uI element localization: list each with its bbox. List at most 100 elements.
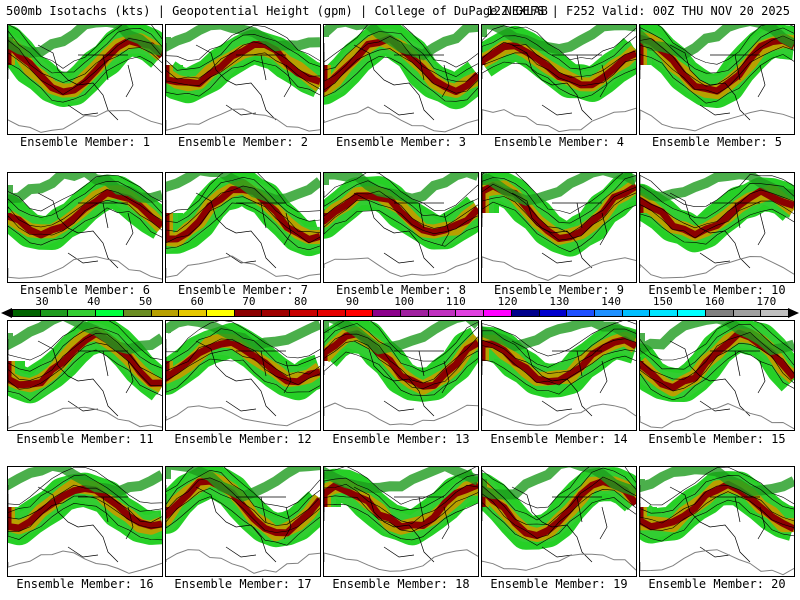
jet-stream-map	[324, 321, 478, 426]
ensemble-member-label: Ensemble Member: 13	[332, 432, 470, 446]
ensemble-map-panel	[7, 466, 163, 577]
isotach-band	[324, 330, 478, 390]
colorbar-tick-label: 30	[35, 295, 49, 308]
height-contour	[8, 189, 162, 228]
thickness-contour	[8, 256, 162, 280]
height-contour	[482, 338, 636, 374]
colorbar-swatch	[483, 309, 512, 317]
coastline-outline	[195, 44, 292, 121]
isotach-band	[166, 477, 320, 537]
ensemble-member-label: Ensemble Member: 4	[493, 135, 625, 149]
height-contour	[166, 467, 320, 508]
height-contour	[166, 173, 320, 217]
height-contour	[8, 27, 162, 74]
colorbar-tick-label: 100	[394, 295, 415, 308]
colorbar-swatch	[150, 309, 180, 317]
ensemble-map-panel	[481, 24, 637, 135]
ensemble-map-panel	[481, 320, 637, 431]
colorbar-tick-label: 60	[190, 295, 204, 308]
colorbar-swatch	[178, 309, 207, 317]
ensemble-map-panel	[7, 320, 163, 431]
height-contour	[324, 190, 478, 229]
height-contour	[640, 485, 794, 524]
coastline-outline	[195, 192, 292, 269]
isotach-band	[8, 321, 162, 355]
colorbar-swatch	[344, 309, 374, 317]
height-contour	[8, 474, 162, 513]
coastline-outline	[353, 192, 450, 269]
height-contour	[640, 331, 794, 380]
ensemble-member-label: Ensemble Member: 16	[16, 577, 154, 591]
height-contour	[166, 52, 320, 90]
thickness-contour	[640, 255, 794, 279]
ensemble-map-panel	[481, 172, 637, 283]
isotach-band	[324, 25, 478, 61]
colorbar-swatch	[455, 309, 485, 317]
coastline-outline	[511, 192, 608, 269]
height-contour	[8, 327, 162, 372]
height-contour	[482, 488, 636, 539]
ensemble-map-panel	[165, 466, 321, 577]
ensemble-member-label: Ensemble Member: 5	[651, 135, 783, 149]
ensemble-member-label: Ensemble Member: 7	[177, 283, 309, 297]
colorbar-swatch	[39, 309, 69, 317]
height-contour	[324, 467, 477, 505]
ensemble-map-panel	[7, 24, 163, 135]
ensemble-member-label: Ensemble Member: 2	[177, 135, 309, 149]
product-title: 500mb Isotachs (kts) | Geopotential Heig…	[6, 4, 548, 18]
isotach-band	[324, 467, 478, 494]
height-contour	[482, 173, 624, 214]
colorbar-swatch	[704, 309, 734, 317]
colorbar-tick-label: 40	[87, 295, 101, 308]
coastline-outline	[195, 486, 292, 563]
colorbar-tick-label: 120	[497, 295, 518, 308]
height-contour	[166, 60, 320, 97]
isotach-band	[482, 25, 636, 55]
jet-stream-map	[8, 173, 162, 280]
ensemble-member-label: Ensemble Member: 1	[19, 135, 151, 149]
height-contour	[166, 33, 320, 71]
ensemble-map-panel	[323, 466, 479, 577]
jet-stream-map	[166, 321, 320, 427]
valid-time: 12Z GEFS | F252 Valid: 00Z THU NOV 20 20…	[486, 4, 790, 18]
thickness-contour	[482, 553, 636, 571]
height-contour	[482, 497, 636, 546]
height-contour	[482, 175, 636, 224]
height-contour	[8, 502, 162, 541]
coastline-outline	[37, 340, 134, 417]
colorbar-tick-label: 90	[345, 295, 360, 308]
ensemble-member-label: Ensemble Member: 12	[174, 432, 312, 446]
colorbar-swatch	[510, 309, 540, 317]
ensemble-map-panel	[639, 466, 795, 577]
colorbar-swatch	[67, 309, 97, 317]
thickness-contour	[166, 549, 320, 574]
ensemble-member-label: Ensemble Member: 19	[490, 577, 628, 591]
jet-stream-map	[8, 467, 162, 574]
coastline-outline	[37, 44, 134, 121]
ensemble-member-label: Ensemble Member: 8	[335, 283, 467, 297]
height-contour	[482, 321, 636, 357]
height-contour	[8, 495, 162, 532]
ensemble-map-panel	[323, 172, 479, 283]
jet-stream-map	[324, 467, 478, 572]
isotach-band	[166, 186, 320, 243]
coastline-outline	[511, 44, 608, 121]
height-contour	[482, 328, 636, 368]
isotach-band	[166, 41, 320, 88]
ensemble-map-panel	[165, 24, 321, 135]
height-contour	[166, 196, 320, 244]
height-contour	[640, 54, 794, 104]
height-contour	[640, 321, 794, 361]
jet-stream-map	[640, 321, 794, 430]
height-contour	[166, 328, 320, 367]
height-contour	[166, 25, 320, 62]
isotach-band	[166, 321, 320, 352]
wind-speed-colorbar: 30 40 50 60 70 80 90 100 110 120 130 140 150 160 170	[1, 295, 799, 320]
height-contour	[166, 338, 320, 376]
colorbar-swatch	[732, 309, 762, 317]
height-contour	[324, 56, 478, 102]
ensemble-map-panel	[639, 172, 795, 283]
colorbar-right-arrow	[788, 308, 799, 318]
height-contour	[324, 173, 478, 211]
ensemble-member-label: Ensemble Member: 17	[174, 577, 312, 591]
